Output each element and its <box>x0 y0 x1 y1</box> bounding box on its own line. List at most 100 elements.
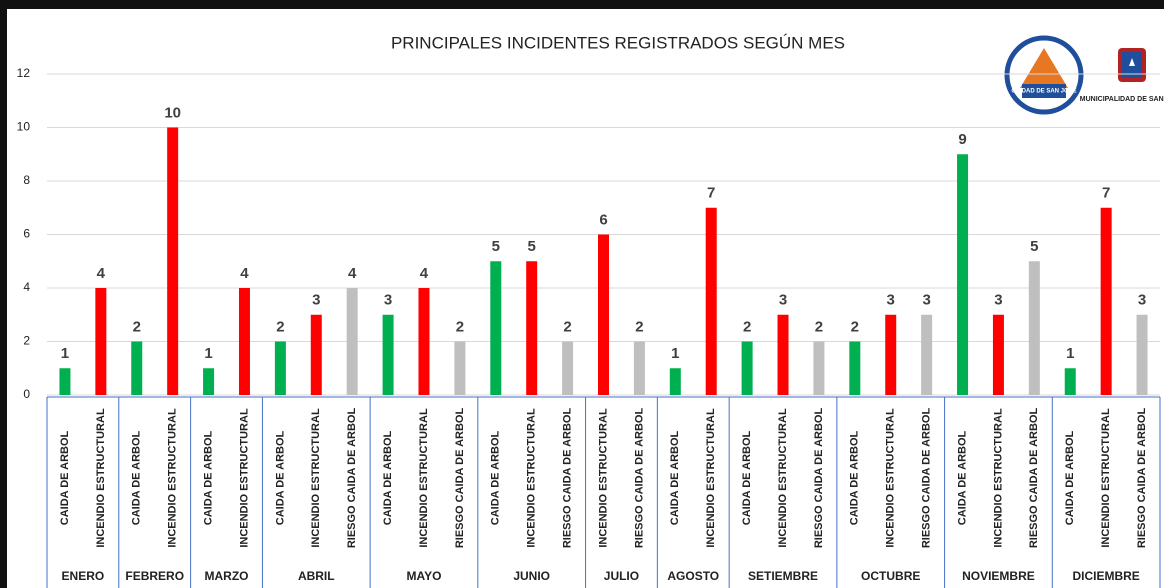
value-label: 1 <box>204 345 212 362</box>
bar <box>1028 261 1040 395</box>
bar <box>274 341 286 395</box>
x-tick-label: CAIDA DE ARBOL <box>274 430 286 525</box>
y-tick-label: 10 <box>17 120 31 134</box>
bar <box>382 314 394 395</box>
bar <box>813 341 825 395</box>
value-label: 3 <box>994 292 1002 309</box>
x-tick-label: INCENDIO ESTRUCTURAL <box>418 408 430 548</box>
bar <box>418 288 430 395</box>
bar <box>921 314 933 395</box>
x-tick-label: INCENDIO ESTRUCTURAL <box>95 408 107 548</box>
bar <box>95 288 107 395</box>
value-label: 3 <box>779 292 787 309</box>
group-label: MAYO <box>407 569 442 583</box>
bar <box>849 341 861 395</box>
y-tick-label: 4 <box>23 280 30 294</box>
x-tick-label: RIESGO CAIDA DE ARBOL <box>921 408 933 549</box>
bar <box>1136 314 1148 395</box>
value-label: 3 <box>312 292 320 309</box>
value-label: 5 <box>1030 238 1038 255</box>
x-tick-label: RIESGO CAIDA DE ARBOL <box>454 408 466 549</box>
x-tick-label: INCENDIO ESTRUCTURAL <box>597 408 609 548</box>
bar <box>131 341 143 395</box>
value-label: 7 <box>707 185 715 202</box>
value-label: 2 <box>456 318 464 335</box>
x-tick-label: INCENDIO ESTRUCTURAL <box>238 408 250 548</box>
x-tick-label: INCENDIO ESTRUCTURAL <box>705 408 717 548</box>
bar <box>633 341 645 395</box>
x-tick-label: CAIDA DE ARBOL <box>956 430 968 525</box>
group-label: MARZO <box>205 569 249 583</box>
group-label: FEBRERO <box>125 569 184 583</box>
x-tick-label: CAIDA DE ARBOL <box>741 430 753 525</box>
group-label: ABRIL <box>298 569 335 583</box>
value-label: 3 <box>1138 292 1146 309</box>
group-label: AGOSTO <box>667 569 719 583</box>
logo-text: MUNICIPALIDAD DE SAN JOSÉ <box>1080 94 1164 103</box>
value-label: 2 <box>133 318 141 335</box>
bar <box>203 368 215 395</box>
frame-top <box>0 0 1164 9</box>
value-label: 4 <box>240 265 249 282</box>
value-label: 4 <box>97 265 106 282</box>
y-tick-label: 2 <box>23 334 30 348</box>
y-tick-label: 0 <box>23 387 30 401</box>
x-tick-label: RIESGO CAIDA DE ARBOL <box>1136 408 1148 549</box>
x-tick-label: CAIDA DE ARBOL <box>382 430 394 525</box>
value-label: 2 <box>276 318 284 335</box>
group-label: JUNIO <box>513 569 550 583</box>
value-label: 2 <box>563 318 571 335</box>
y-tick-label: 6 <box>23 227 30 241</box>
group-label: OCTUBRE <box>861 569 920 583</box>
group-label: DICIEMBRE <box>1072 569 1139 583</box>
x-tick-label: RIESGO CAIDA DE ARBOL <box>633 408 645 549</box>
group-label: JULIO <box>604 569 639 583</box>
y-tick-label: 8 <box>23 173 30 187</box>
value-label: 1 <box>61 345 69 362</box>
logo-text: CIUDAD DE SAN JOSÉ <box>1011 87 1076 95</box>
bar <box>741 341 753 395</box>
group-label: NOVIEMBRE <box>962 569 1035 583</box>
value-label: 4 <box>348 265 357 282</box>
chart-title: PRINCIPALES INCIDENTES REGISTRADOS SEGÚN… <box>391 33 845 52</box>
bar <box>59 368 71 395</box>
value-label: 4 <box>420 265 429 282</box>
x-tick-label: CAIDA DE ARBOL <box>1064 430 1076 525</box>
bar <box>238 288 250 395</box>
x-tick-label: RIESGO CAIDA DE ARBOL <box>562 408 574 549</box>
value-label: 9 <box>958 131 966 148</box>
bar <box>454 341 466 395</box>
bar <box>167 127 179 395</box>
value-label: 2 <box>635 318 643 335</box>
value-label: 10 <box>164 104 181 121</box>
group-label: SETIEMBRE <box>748 569 818 583</box>
bar <box>777 314 789 395</box>
y-tick-label: 12 <box>17 66 31 80</box>
x-tick-label: CAIDA DE ARBOL <box>490 430 502 525</box>
bar <box>310 314 322 395</box>
logo-comite: CIUDAD DE SAN JOSÉ <box>1004 35 1084 115</box>
x-tick-label: INCENDIO ESTRUCTURAL <box>167 408 179 548</box>
value-label: 7 <box>1102 185 1110 202</box>
value-label: 1 <box>671 345 679 362</box>
x-tick-label: INCENDIO ESTRUCTURAL <box>310 408 322 548</box>
value-label: 6 <box>599 211 607 228</box>
value-label: 1 <box>1066 345 1074 362</box>
value-label: 3 <box>922 292 930 309</box>
x-tick-label: CAIDA DE ARBOL <box>669 430 681 525</box>
value-label: 5 <box>528 238 536 255</box>
group-label: ENERO <box>62 569 105 583</box>
x-tick-label: CAIDA DE ARBOL <box>59 430 71 525</box>
bar <box>1064 368 1076 395</box>
bar <box>992 314 1004 395</box>
x-tick-label: INCENDIO ESTRUCTURAL <box>1100 408 1112 548</box>
bar <box>562 341 574 395</box>
bar <box>669 368 681 395</box>
x-tick-label: INCENDIO ESTRUCTURAL <box>992 408 1004 548</box>
frame-left <box>0 0 7 588</box>
x-tick-label: CAIDA DE ARBOL <box>131 430 143 525</box>
x-tick-label: RIESGO CAIDA DE ARBOL <box>346 408 358 549</box>
bar <box>346 288 358 395</box>
